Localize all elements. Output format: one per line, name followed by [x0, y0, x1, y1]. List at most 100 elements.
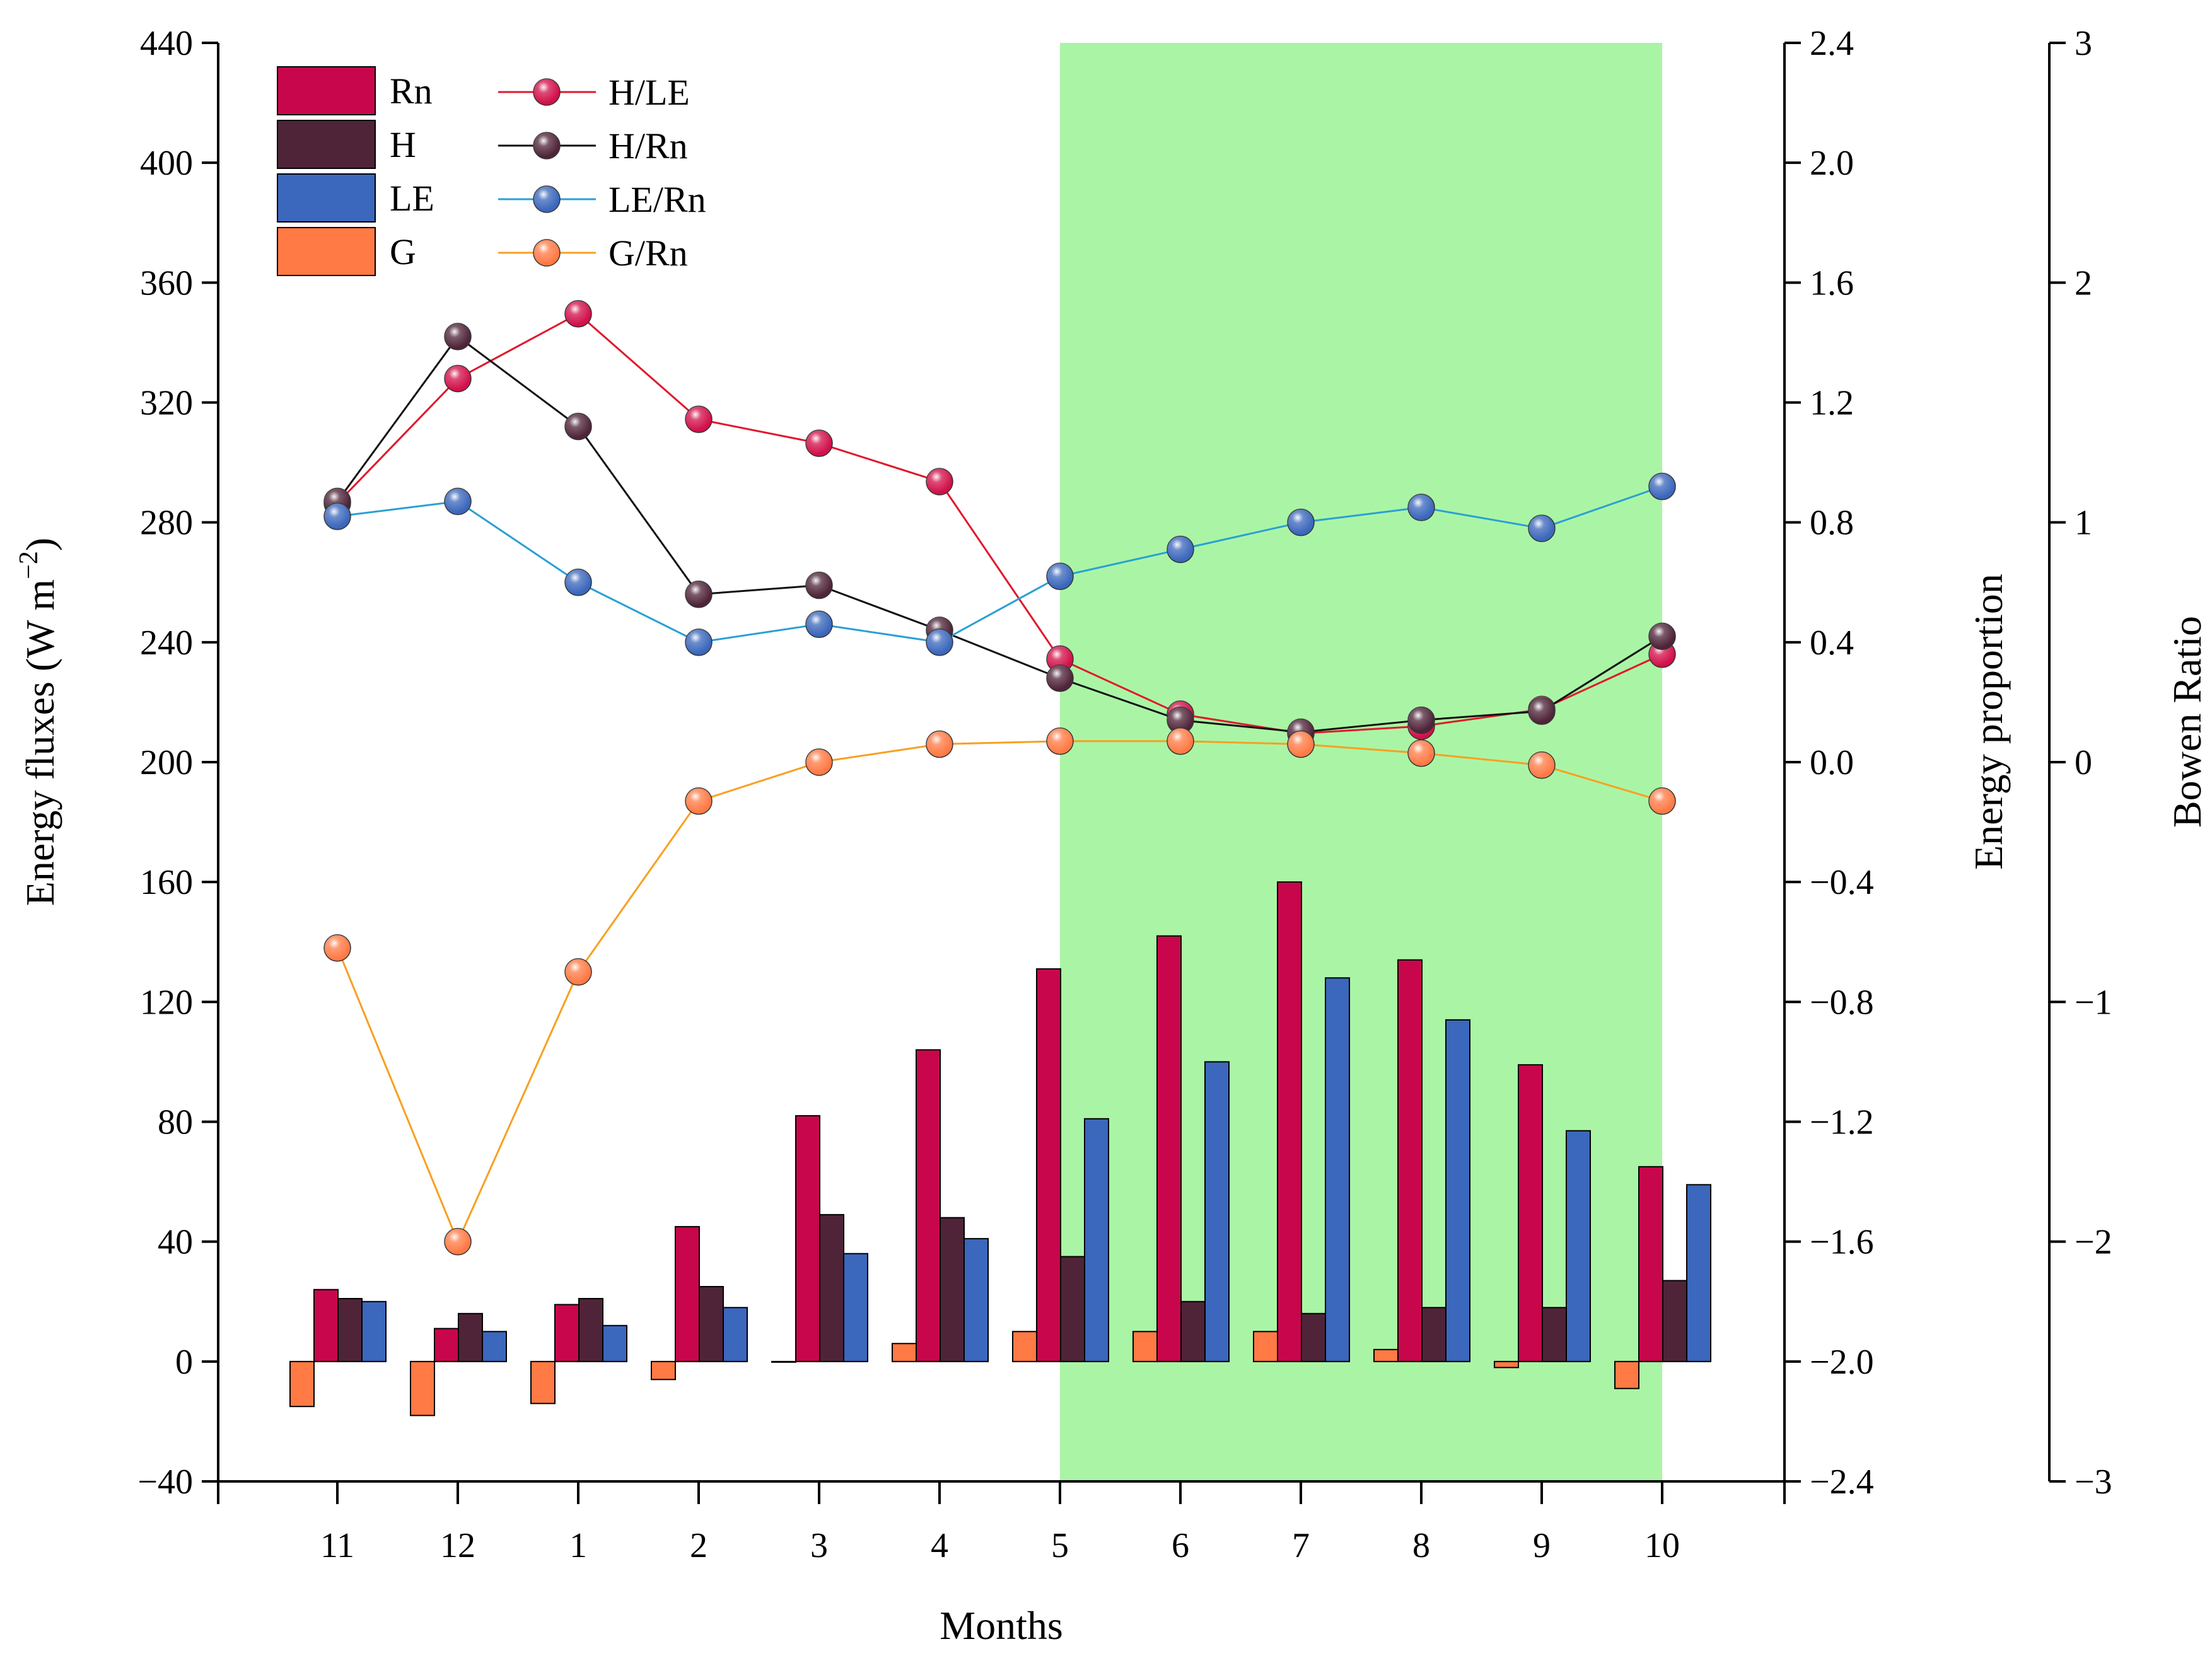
point-h-le: [805, 429, 833, 457]
point-h-rn: [1407, 706, 1435, 734]
right-tick-label: 0.4: [1810, 623, 1854, 663]
x-tick-label: 3: [810, 1526, 828, 1565]
bar-rn: [795, 1115, 820, 1362]
legend-marker-h-rn: [533, 132, 561, 159]
point-le-rn: [805, 610, 833, 639]
right-tick-label: 2.4: [1810, 24, 1854, 63]
point-le-rn: [1167, 535, 1194, 564]
x-tick-label: 10: [1644, 1526, 1680, 1565]
bar-h: [1060, 1256, 1085, 1362]
point-g-rn: [1167, 727, 1194, 755]
left-tick-label: 280: [140, 504, 193, 543]
bar-g: [1253, 1331, 1278, 1362]
point-le-rn: [444, 487, 472, 516]
bowen-tick-label: 1: [2075, 504, 2092, 543]
point-le-rn: [323, 502, 351, 530]
bar-le: [482, 1331, 507, 1362]
bar-g: [651, 1360, 676, 1381]
left-tick-label: 120: [140, 983, 193, 1022]
bar-rn: [1036, 968, 1061, 1362]
point-g-rn: [1287, 730, 1315, 758]
point-le-rn: [1528, 514, 1556, 542]
legend-marker-h-le: [533, 78, 561, 106]
point-le-rn: [1046, 562, 1074, 590]
x-tick-label: 6: [1172, 1526, 1189, 1565]
point-g-rn: [323, 934, 351, 962]
bar-g: [289, 1360, 315, 1408]
point-g-rn: [685, 787, 713, 815]
right-tick-label: −0.8: [1810, 983, 1874, 1022]
line-le-rn: [337, 485, 1663, 644]
point-g-rn: [1648, 787, 1676, 815]
bar-h: [1180, 1300, 1206, 1362]
bar-g: [1494, 1360, 1519, 1369]
bowen-tick-label: 2: [2075, 264, 2092, 303]
left-tick-label: 400: [140, 144, 193, 183]
line-h-le: [336, 312, 1663, 734]
right-tick-label: −2.0: [1810, 1343, 1874, 1382]
x-tick-label: 1: [569, 1526, 587, 1565]
point-h-le: [1046, 645, 1074, 673]
bars-layer: [289, 881, 1711, 1416]
bar-rn: [1277, 881, 1302, 1362]
bar-rn: [916, 1049, 941, 1362]
bar-le: [843, 1253, 868, 1362]
legend-label-h-rn: H/Rn: [608, 125, 688, 166]
bowen-axis-title: Bowen Ratio: [2165, 616, 2209, 828]
point-g-rn: [564, 958, 592, 986]
left-axis-title-sup: −2: [15, 551, 44, 579]
bar-rn: [313, 1289, 339, 1362]
bar-rn: [675, 1225, 700, 1362]
point-le-rn: [1407, 494, 1435, 521]
energy-proportion-ticks: −2.4 −2.0 −1.6 −1.2 −0.8 −0.4 0.0 0.4 0.8 1.2 1.6 2…: [1784, 24, 1874, 1502]
point-h-rn: [805, 571, 833, 599]
point-h-rn: [685, 581, 713, 608]
bar-rn: [1518, 1064, 1543, 1362]
left-tick-label: 40: [158, 1223, 193, 1262]
legend: Rn H LE G H/LE H/Rn LE/Rn G/Rn: [277, 66, 706, 276]
point-h-le: [685, 405, 713, 433]
left-tick-label: 360: [140, 264, 193, 303]
bar-le: [602, 1324, 627, 1362]
left-tick-label: 200: [140, 743, 193, 782]
x-tick-label: 4: [931, 1526, 948, 1565]
bowen-tick-label: −1: [2075, 983, 2112, 1022]
legend-label-h: H: [390, 124, 416, 165]
point-le-rn: [685, 628, 713, 656]
right-tick-label: 0.8: [1810, 504, 1854, 543]
point-h-rn: [444, 323, 472, 350]
x-tick-label: 12: [440, 1526, 475, 1565]
legend-swatch-rn: [277, 66, 376, 115]
x-tick-label: 2: [690, 1526, 707, 1565]
bar-rn: [1397, 959, 1423, 1362]
bowen-tick-label: −2: [2075, 1223, 2112, 1262]
right-tick-label: 0.0: [1810, 743, 1854, 782]
point-h-rn: [564, 412, 592, 441]
legend-swatch-le: [277, 173, 376, 223]
bar-le: [963, 1237, 989, 1362]
bar-rn: [554, 1304, 579, 1362]
line-g-rn: [336, 740, 1663, 1244]
lines-layer: [323, 300, 1676, 1256]
bar-rn: [1638, 1166, 1663, 1362]
legend-label-g: G: [390, 231, 416, 272]
x-tick-label: 5: [1051, 1526, 1069, 1565]
legend-marker-g-rn: [533, 239, 561, 267]
bar-g: [1373, 1348, 1399, 1362]
left-tick-label: 160: [140, 863, 193, 902]
point-h-le: [926, 468, 953, 495]
legend-label-h-le: H/LE: [608, 72, 690, 113]
bar-g: [1132, 1331, 1158, 1362]
bar-h: [1301, 1312, 1326, 1362]
left-axis-title-close: ): [18, 538, 62, 551]
bowen-tick-label: 3: [2075, 24, 2092, 63]
point-h-le: [444, 364, 472, 393]
x-tick-label: 7: [1292, 1526, 1310, 1565]
x-axis-title: Months: [940, 1603, 1063, 1648]
bar-le: [1204, 1061, 1230, 1362]
legend-label-le: LE: [390, 178, 434, 219]
bar-h: [699, 1285, 724, 1362]
point-le-rn: [1287, 508, 1315, 536]
bar-le: [1686, 1184, 1711, 1362]
bar-h: [1421, 1307, 1447, 1362]
